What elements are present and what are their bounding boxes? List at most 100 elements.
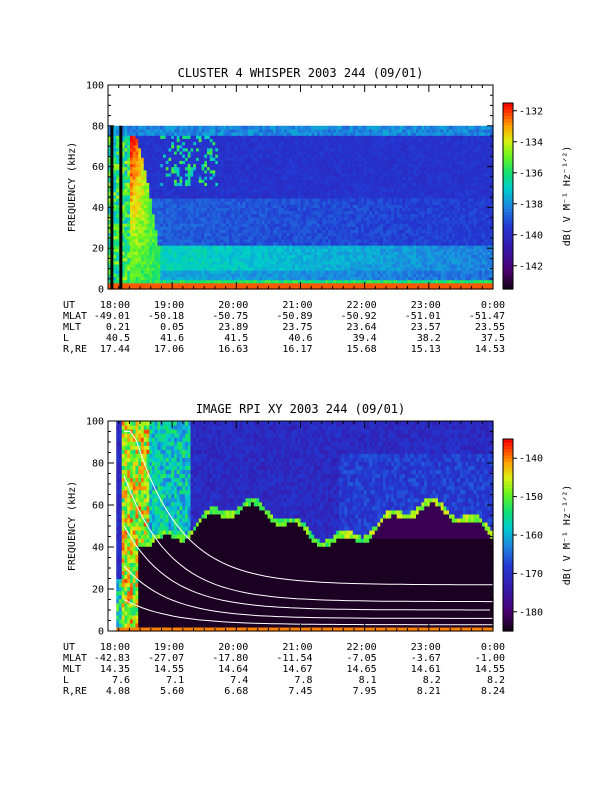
heatmap-cell bbox=[270, 285, 274, 290]
heatmap-cell bbox=[297, 172, 302, 177]
heatmap-cell bbox=[204, 273, 208, 278]
heatmap-cell bbox=[270, 147, 274, 152]
heatmap-cell bbox=[132, 216, 137, 221]
heatmap-cell bbox=[179, 197, 183, 202]
heatmap-cell bbox=[226, 191, 230, 196]
heatmap-cell bbox=[350, 176, 354, 180]
heatmap-cell bbox=[363, 263, 368, 268]
heatmap-cell bbox=[223, 176, 227, 180]
heatmap-cell bbox=[297, 235, 302, 240]
heatmap-cell bbox=[264, 238, 269, 243]
heatmap-cell bbox=[185, 235, 189, 240]
heatmap-cell bbox=[127, 241, 131, 246]
heatmap-cell bbox=[231, 204, 236, 208]
heatmap-cell bbox=[212, 144, 216, 149]
heatmap-cell bbox=[336, 163, 340, 168]
heatmap-cell bbox=[198, 141, 203, 146]
heatmap-cell bbox=[193, 232, 197, 237]
heatmap-cell bbox=[339, 147, 343, 152]
heatmap-cell bbox=[303, 285, 307, 290]
heatmap-cell bbox=[198, 172, 203, 177]
heatmap-cell bbox=[259, 207, 263, 212]
heatmap-cell bbox=[366, 188, 370, 193]
heatmap-cell bbox=[143, 132, 148, 136]
heatmap-cell bbox=[212, 125, 216, 130]
heatmap-cell bbox=[237, 163, 241, 168]
heatmap-cell bbox=[251, 141, 255, 146]
heatmap-cell bbox=[240, 235, 244, 240]
heatmap-cell bbox=[352, 179, 357, 183]
heatmap-cell bbox=[196, 157, 200, 161]
heatmap-cell bbox=[328, 135, 332, 139]
heatmap-cell bbox=[253, 204, 258, 208]
heatmap-cell bbox=[267, 279, 271, 284]
heatmap-cell bbox=[141, 125, 145, 130]
heatmap-cell bbox=[138, 141, 142, 146]
heatmap-cell bbox=[336, 191, 340, 196]
heatmap-cell bbox=[223, 223, 227, 227]
heatmap-cell bbox=[297, 223, 302, 227]
heatmap-cell bbox=[157, 282, 161, 287]
heatmap-cell bbox=[130, 241, 134, 246]
heatmap-cell bbox=[273, 241, 277, 246]
heatmap-cell bbox=[124, 210, 128, 215]
heatmap-cell bbox=[193, 245, 197, 249]
heatmap-cell bbox=[207, 157, 211, 161]
heatmap-cell bbox=[341, 276, 346, 281]
heatmap-cell bbox=[132, 150, 137, 155]
heatmap-cell bbox=[141, 248, 145, 252]
heatmap-cell bbox=[124, 144, 128, 149]
heatmap-cell bbox=[160, 188, 164, 193]
heatmap-cell bbox=[369, 163, 373, 168]
heatmap-cell bbox=[132, 279, 137, 284]
heatmap-cell bbox=[193, 166, 197, 171]
heatmap-cell bbox=[286, 194, 291, 199]
heatmap-cell bbox=[223, 282, 227, 287]
heatmap-cell bbox=[168, 248, 172, 252]
heatmap-cell bbox=[196, 223, 200, 227]
heatmap-cell bbox=[132, 191, 137, 196]
heatmap-cell bbox=[264, 232, 269, 237]
heatmap-cell bbox=[248, 219, 252, 224]
heatmap-cell bbox=[339, 279, 343, 284]
heatmap-cell bbox=[330, 282, 335, 287]
heatmap-cell bbox=[311, 204, 315, 208]
heatmap-cell bbox=[300, 210, 304, 215]
heatmap-cell bbox=[248, 188, 252, 193]
heatmap-cell bbox=[143, 125, 148, 130]
heatmap-cell bbox=[358, 251, 362, 256]
heatmap-cell bbox=[300, 248, 304, 252]
heatmap-cell bbox=[308, 210, 313, 215]
heatmap-cell bbox=[226, 128, 230, 133]
heatmap-cell bbox=[275, 229, 280, 234]
heatmap-cell bbox=[163, 176, 167, 180]
heatmap-cell bbox=[286, 163, 291, 168]
heatmap-cell bbox=[273, 132, 277, 136]
heatmap-cell bbox=[138, 166, 142, 171]
heatmap-cell bbox=[121, 260, 126, 265]
heatmap-cell bbox=[300, 128, 304, 133]
heatmap-cell bbox=[143, 188, 148, 193]
heatmap-cell bbox=[328, 194, 332, 199]
heatmap-cell bbox=[366, 201, 370, 205]
heatmap-cell bbox=[336, 179, 340, 183]
heatmap-cell bbox=[196, 185, 200, 190]
heatmap-cell bbox=[165, 157, 170, 161]
heatmap-cell bbox=[196, 132, 200, 136]
heatmap-cell bbox=[300, 276, 304, 281]
heatmap-cell bbox=[330, 135, 335, 139]
heatmap-cell bbox=[278, 238, 282, 243]
heatmap-cell bbox=[311, 226, 315, 230]
heatmap-cell bbox=[187, 157, 192, 161]
heatmap-cell bbox=[171, 207, 175, 212]
heatmap-cell bbox=[308, 273, 313, 278]
heatmap-cell bbox=[311, 257, 315, 262]
heatmap-cell bbox=[229, 157, 233, 161]
heatmap-cell bbox=[176, 219, 181, 224]
heatmap-cell bbox=[143, 191, 148, 196]
heatmap-cell bbox=[297, 285, 302, 290]
heatmap-cell bbox=[251, 132, 255, 136]
heatmap-cell bbox=[369, 270, 373, 274]
heatmap-cell bbox=[209, 163, 214, 168]
heatmap-cell bbox=[256, 257, 260, 262]
